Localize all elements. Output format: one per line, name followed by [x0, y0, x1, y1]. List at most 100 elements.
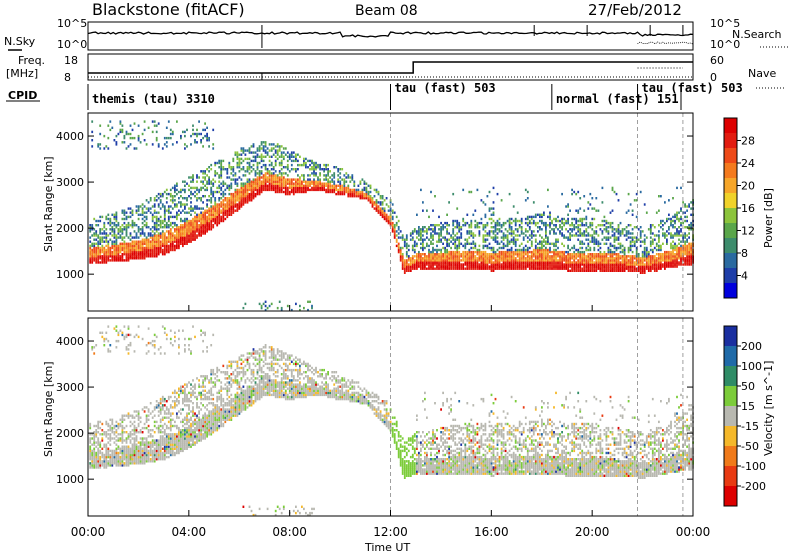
range-gate-cell	[518, 261, 521, 264]
range-gate-cell	[585, 234, 588, 237]
range-gate-cell	[89, 439, 92, 442]
range-gate-cell	[327, 168, 329, 171]
range-gate-cell	[137, 236, 140, 239]
range-gate-cell	[363, 195, 366, 198]
range-gate-cell	[109, 424, 112, 428]
range-gate-cell	[210, 215, 213, 219]
range-gate-cell	[641, 255, 644, 258]
range-gate-cell	[625, 232, 628, 235]
range-gate-cell	[218, 199, 221, 202]
range-gate-cell	[361, 195, 364, 198]
range-gate-cell	[153, 250, 156, 254]
range-gate-cell	[377, 205, 380, 208]
range-gate-cell	[534, 259, 537, 262]
range-gate-cell	[504, 267, 507, 270]
range-gate-cell	[167, 136, 170, 140]
range-gate-cell	[184, 224, 186, 227]
range-gate-cell	[545, 230, 547, 233]
range-gate-cell	[464, 267, 467, 270]
range-gate-cell	[405, 234, 408, 237]
range-gate-cell	[490, 246, 493, 250]
range-gate-cell	[464, 250, 467, 254]
range-gate-cell	[264, 180, 267, 183]
range-gate-cell	[107, 124, 110, 127]
colorbar-tick-label-4: 12	[741, 225, 755, 238]
range-gate-cell	[109, 460, 112, 463]
range-gate-cell	[567, 236, 569, 239]
range-gate-cell	[282, 178, 285, 181]
range-gate-cell	[107, 253, 110, 256]
range-gate-cell	[672, 263, 674, 266]
range-gate-cell	[141, 246, 144, 250]
range-gate-cell	[270, 182, 273, 185]
range-gate-cell	[557, 219, 559, 223]
range-gate-cell	[307, 300, 309, 303]
range-gate-cell	[541, 265, 543, 268]
range-gate-cell	[159, 224, 162, 227]
range-gate-cell	[416, 230, 418, 233]
range-gate-cell	[274, 180, 277, 183]
range-gate-cell	[290, 151, 293, 154]
range-gate-cell	[611, 188, 614, 192]
range-gate-cell	[161, 244, 164, 248]
range-gate-cell	[688, 255, 690, 258]
range-gate-cell	[567, 238, 569, 241]
range-gate-cell	[537, 267, 539, 270]
range-gate-cell	[319, 182, 321, 185]
range-gate-cell	[524, 259, 527, 262]
range-gate-cell	[500, 259, 503, 262]
range-gate-cell	[137, 255, 140, 258]
range-gate-cell	[670, 244, 672, 248]
range-gate-cell	[448, 201, 450, 204]
range-gate-cell	[625, 259, 628, 262]
range-gate-cell	[101, 464, 104, 467]
range-gate-cell	[135, 257, 138, 260]
range-gate-cell	[389, 221, 392, 225]
range-gate-cell	[637, 259, 640, 262]
range-gate-cell	[355, 195, 358, 198]
range-gate-cell	[539, 263, 541, 266]
range-gate-cell	[641, 271, 644, 274]
range-gate-cell	[337, 170, 340, 173]
range-gate-cell	[516, 238, 519, 241]
range-gate-cell	[401, 238, 404, 241]
range-gate-cell	[605, 219, 608, 223]
range-gate-cell	[196, 141, 198, 144]
range-gate-cell	[121, 255, 124, 258]
range-gate-cell	[674, 265, 676, 268]
range-gate-cell	[381, 201, 384, 204]
range-gate-cell	[623, 267, 626, 270]
range-gate-cell	[446, 228, 448, 231]
range-gate-cell	[666, 242, 668, 245]
range-gate-cell	[295, 180, 297, 183]
range-gate-cell	[484, 226, 487, 229]
range-gate-cell	[93, 466, 96, 469]
range-gate-cell	[456, 263, 459, 266]
range-gate-cell	[617, 238, 620, 241]
range-gate-cell	[236, 190, 239, 194]
range-gate-cell	[165, 240, 168, 243]
range-gate-cell	[113, 232, 116, 235]
range-gate-cell	[246, 188, 249, 192]
range-gate-cell	[662, 265, 664, 268]
range-gate-cell	[190, 240, 192, 243]
range-gate-cell	[125, 230, 128, 233]
range-gate-cell	[587, 226, 590, 229]
range-gate-cell	[411, 248, 414, 252]
range-gate-cell	[167, 211, 170, 214]
range-gate-cell	[200, 186, 202, 190]
range-gate-cell	[420, 265, 422, 268]
range-gate-cell	[395, 240, 398, 243]
range-gate-cell	[180, 242, 182, 245]
range-gate-cell	[131, 209, 134, 212]
range-gate-cell	[107, 244, 110, 248]
range-gate-cell	[516, 253, 519, 256]
range-gate-cell	[99, 132, 102, 136]
range-gate-cell	[343, 178, 346, 181]
range-gate-cell	[573, 263, 576, 266]
range-gate-cell	[518, 253, 521, 256]
range-gate-cell	[420, 232, 422, 235]
range-gate-cell	[95, 230, 98, 233]
range-gate-cell	[674, 248, 676, 252]
range-gate-cell	[653, 261, 656, 264]
